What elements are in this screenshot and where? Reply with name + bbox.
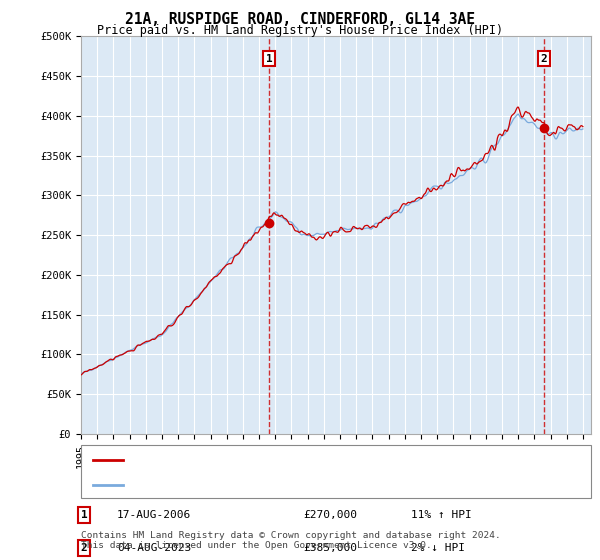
Text: 11% ↑ HPI: 11% ↑ HPI xyxy=(411,510,472,520)
Text: 21A, RUSPIDGE ROAD, CINDERFORD, GL14 3AE: 21A, RUSPIDGE ROAD, CINDERFORD, GL14 3AE xyxy=(125,12,475,27)
Text: 1: 1 xyxy=(80,510,88,520)
Text: £270,000: £270,000 xyxy=(303,510,357,520)
Text: 04-AUG-2023: 04-AUG-2023 xyxy=(117,543,191,553)
Text: HPI: Average price, detached house, Forest of Dean: HPI: Average price, detached house, Fore… xyxy=(129,480,454,490)
Text: 21A, RUSPIDGE ROAD, CINDERFORD, GL14 3AE (detached house): 21A, RUSPIDGE ROAD, CINDERFORD, GL14 3AE… xyxy=(129,455,499,465)
Text: Price paid vs. HM Land Registry's House Price Index (HPI): Price paid vs. HM Land Registry's House … xyxy=(97,24,503,36)
Text: 2% ↓ HPI: 2% ↓ HPI xyxy=(411,543,465,553)
Text: 1: 1 xyxy=(266,54,272,64)
Text: Contains HM Land Registry data © Crown copyright and database right 2024.
This d: Contains HM Land Registry data © Crown c… xyxy=(81,530,501,550)
Text: 2: 2 xyxy=(80,543,88,553)
Text: £385,000: £385,000 xyxy=(303,543,357,553)
Text: 2: 2 xyxy=(541,54,547,64)
Text: 17-AUG-2006: 17-AUG-2006 xyxy=(117,510,191,520)
